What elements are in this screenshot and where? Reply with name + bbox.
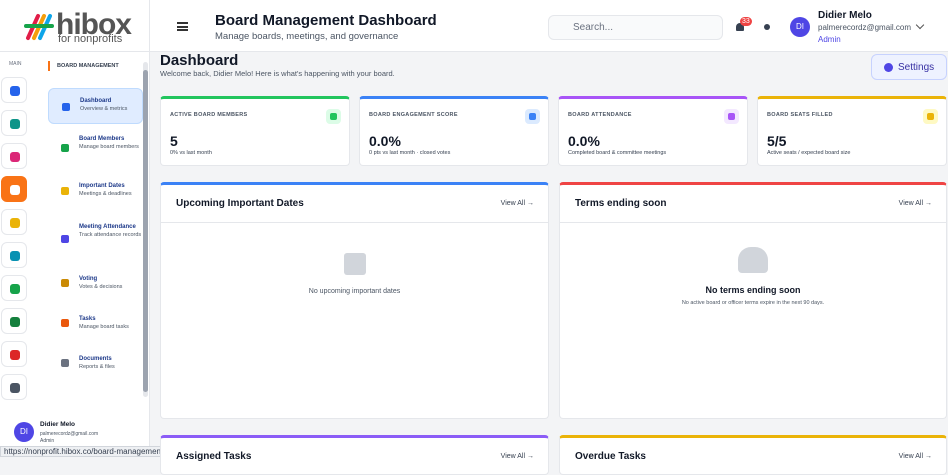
footer-avatar: DI xyxy=(14,422,34,442)
nav-item[interactable]: Dashboard Overview & metrics xyxy=(48,88,143,124)
panel-title: Terms ending soon xyxy=(575,198,667,209)
nav-title: Dashboard xyxy=(80,98,112,104)
divider xyxy=(161,222,548,223)
rail-icon[interactable] xyxy=(1,341,27,367)
stat-icon xyxy=(923,109,938,124)
stat-value: 0.0% xyxy=(369,133,401,149)
user-role: Admin xyxy=(818,35,841,44)
stat-card: ACTIVE BOARD MEMBERS 5 0% vs last month xyxy=(160,96,350,166)
nav-subtitle: Votes & decisions xyxy=(79,284,123,290)
stat-card: BOARD ENGAGEMENT SCORE 0.0% 0 pts vs last … xyxy=(359,96,549,166)
view-all-link[interactable]: View All → xyxy=(500,200,534,207)
nav-item[interactable]: Voting Votes & decisions xyxy=(48,270,143,296)
footer-email: palmerecordz@gmail.com xyxy=(40,431,99,437)
footer-name: Didier Melo xyxy=(40,421,76,428)
stat-note: Active seats / expected board size xyxy=(767,150,851,156)
empty-text: No active board or officer terms expire … xyxy=(681,300,825,306)
logo-mark xyxy=(24,14,54,40)
panel: Terms ending soon View All → No terms endi… xyxy=(559,182,947,419)
rail-icon[interactable] xyxy=(1,374,27,400)
footer-role: Admin xyxy=(40,438,55,444)
menu-toggle[interactable] xyxy=(177,22,188,31)
stat-label: BOARD SEATS FILLED xyxy=(767,112,833,118)
stat-value: 0.0% xyxy=(568,133,600,149)
search-input[interactable]: Search... xyxy=(548,15,723,40)
user-menu[interactable] xyxy=(915,20,925,30)
theme-toggle[interactable] xyxy=(764,24,770,30)
nav-title: Documents xyxy=(79,356,112,362)
rail-icon[interactable] xyxy=(1,143,27,169)
user-name: Didier Melo xyxy=(818,10,872,21)
rail-label: MAIN xyxy=(9,61,22,67)
stat-label: ACTIVE BOARD MEMBERS xyxy=(170,112,248,118)
rail-icon[interactable] xyxy=(1,275,27,301)
page-title: Dashboard xyxy=(160,52,239,69)
notification-badge: 33 xyxy=(740,17,752,26)
nav-item[interactable]: Tasks Manage board tasks xyxy=(48,310,143,336)
nav-item[interactable]: Meeting Attendance Track attendance recor… xyxy=(48,218,143,260)
panel-title: Upcoming Important Dates xyxy=(176,198,304,209)
user-email: palmerecordz@gmail.com xyxy=(818,23,912,32)
scrollbar[interactable] xyxy=(143,62,148,397)
stat-value: 5/5 xyxy=(767,133,787,149)
nav-item[interactable]: Important Dates Meetings & deadlines xyxy=(48,177,143,205)
nav-subtitle: Reports & files xyxy=(79,364,115,370)
nav-subtitle: Manage board tasks xyxy=(79,324,129,330)
empty-title: No terms ending soon xyxy=(705,285,801,295)
settings-button[interactable]: Settings xyxy=(871,54,947,80)
nav-item[interactable]: Board Members Manage board members xyxy=(48,130,143,166)
stat-value: 5 xyxy=(170,133,178,149)
nav-title: Tasks xyxy=(79,316,96,322)
header: hibox for nonprofits Board Management Da… xyxy=(0,0,948,52)
nav-title: Voting xyxy=(79,276,98,282)
stat-label: BOARD ENGAGEMENT SCORE xyxy=(369,112,458,118)
nav-item[interactable]: Documents Reports & files xyxy=(48,350,143,376)
nav-subtitle: Manage board members xyxy=(79,144,139,150)
stat-note: 0% vs last month xyxy=(170,150,212,156)
rail-icon[interactable] xyxy=(1,209,27,235)
header-subtitle: Manage boards, meetings, and governance xyxy=(215,31,399,42)
header-title: Board Management Dashboard xyxy=(215,12,437,29)
rail-icon[interactable] xyxy=(1,110,27,136)
panel: Upcoming Important Dates View All → No upc… xyxy=(160,182,549,419)
brand-name: hibox xyxy=(56,8,132,41)
rail-icon[interactable] xyxy=(1,77,27,103)
nav-title: Important Dates xyxy=(79,183,125,189)
page-subtitle: Welcome back, Didier Melo! Here is what'… xyxy=(160,69,395,78)
panel: Assigned Tasks View All → xyxy=(160,435,549,475)
nav-subtitle: Meetings & deadlines xyxy=(79,191,132,197)
panel: Overdue Tasks View All → xyxy=(559,435,947,475)
nav-title: Meeting Attendance xyxy=(79,224,136,230)
user-avatar[interactable]: DI xyxy=(790,17,810,37)
notifications[interactable] xyxy=(736,23,744,31)
stat-label: BOARD ATTENDANCE xyxy=(568,112,632,118)
brand: hibox for nonprofits xyxy=(0,0,150,52)
rail-icon[interactable] xyxy=(1,308,27,334)
brand-tagline: for nonprofits xyxy=(58,33,123,45)
divider xyxy=(560,222,946,223)
view-all-link[interactable]: View All → xyxy=(898,200,932,207)
empty-text: No upcoming important dates xyxy=(308,288,401,295)
empty-icon xyxy=(738,247,768,273)
rail-icon[interactable] xyxy=(1,176,27,202)
nav-subtitle: Track attendance records xyxy=(79,232,142,238)
empty-icon xyxy=(344,253,366,275)
rail-icon[interactable] xyxy=(1,242,27,268)
stat-note: 0 pts vs last month · closed votes xyxy=(369,150,451,156)
stat-note: Completed board & committee meetings xyxy=(568,150,667,156)
stat-icon xyxy=(525,109,540,124)
section-label: BOARD MANAGEMENT xyxy=(48,61,119,71)
stat-icon xyxy=(326,109,341,124)
stat-card: BOARD ATTENDANCE 0.0% Completed board & co… xyxy=(558,96,748,166)
nav-title: Board Members xyxy=(79,136,125,142)
nav-subtitle: Overview & metrics xyxy=(80,106,128,112)
stat-icon xyxy=(724,109,739,124)
stat-card: BOARD SEATS FILLED 5/5 Active seats / expe… xyxy=(757,96,947,166)
